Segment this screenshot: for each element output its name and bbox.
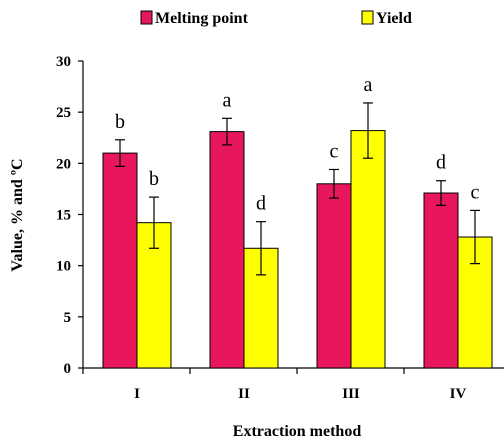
significance-letter: d — [256, 193, 266, 215]
y-tick-label: 5 — [64, 310, 72, 326]
significance-letter: b — [115, 111, 125, 133]
bar-melting-point-IV — [423, 192, 459, 369]
x-tick-labels: I II III IV — [134, 386, 466, 402]
y-tick-label: 20 — [56, 156, 71, 172]
significance-letter: c — [471, 181, 480, 203]
legend: Melting point Yield — [140, 10, 412, 27]
bar-melting-point-I — [102, 152, 138, 369]
legend-label-yield: Yield — [376, 10, 412, 27]
y-axis-title: Value, % and ºC — [9, 158, 26, 271]
y-tick-labels: 0 5 10 15 20 25 30 — [56, 54, 71, 377]
y-tick-label: 30 — [56, 54, 71, 70]
bar-yield-III — [350, 130, 386, 369]
significance-letter: a — [364, 74, 373, 96]
bar-melting-point-II — [209, 131, 245, 369]
legend-swatch-yield — [361, 10, 374, 25]
x-tick-label: I — [134, 386, 140, 402]
x-tick-label: III — [342, 386, 360, 402]
x-tick-label: II — [238, 386, 250, 402]
legend-swatch-melting-point — [140, 10, 153, 25]
bars — [102, 130, 493, 369]
error-bars — [115, 102, 480, 276]
significance-letter: a — [223, 89, 232, 111]
bar-yield-II — [243, 247, 279, 369]
x-tick-label: IV — [450, 386, 467, 402]
x-axis-title: Extraction method — [233, 423, 362, 440]
significance-letter: d — [436, 152, 446, 174]
y-tick-label: 25 — [56, 105, 71, 121]
significance-letter: b — [149, 168, 159, 190]
significance-letter: c — [330, 140, 339, 162]
y-tick-label: 0 — [64, 361, 72, 377]
legend-label-melting-point: Melting point — [155, 10, 249, 27]
significance-letters: b b a d c a d c — [115, 74, 480, 215]
y-tick-label: 15 — [56, 208, 71, 224]
bar-yield-I — [136, 222, 172, 369]
bar-melting-point-III — [316, 183, 352, 369]
y-tick-label: 10 — [56, 259, 71, 275]
